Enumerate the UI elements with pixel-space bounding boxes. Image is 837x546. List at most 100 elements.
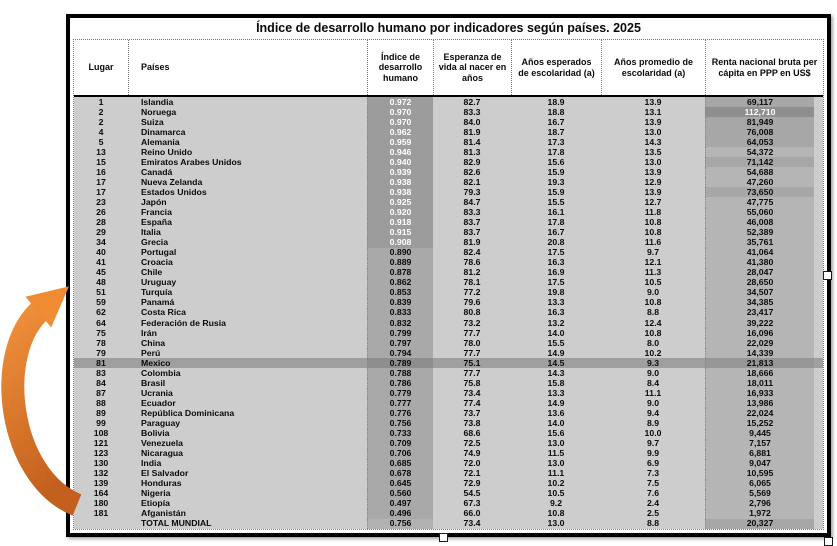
cell-mean-schooling: 11.8 — [644, 207, 662, 218]
col-header-life-expectancy: Esperanza de vida al nacer en años — [433, 40, 511, 95]
cell-country: España — [141, 217, 172, 228]
cell-hdi: 0.496 — [367, 508, 433, 519]
cell-life-expectancy: 82.4 — [463, 247, 481, 258]
cell-life-expectancy: 72.9 — [463, 478, 481, 489]
cell-hdi: 0.788 — [367, 368, 433, 379]
table-row: 79 Perú 0.794 77.7 14.9 10.2 14,339 — [74, 348, 823, 359]
cell-life-expectancy: 84.0 — [463, 117, 481, 127]
cell-mean-schooling: 7.5 — [646, 478, 660, 489]
cell-expected-schooling: 14.0 — [547, 328, 565, 338]
cell-life-expectancy: 81.9 — [463, 237, 481, 248]
cell-life-expectancy: 81.9 — [463, 127, 481, 137]
cell-rank: 16 — [96, 167, 106, 177]
table-row: 45 Chile 0.878 81.2 16.9 11.3 28,047 — [74, 267, 823, 278]
cell-gni: 28,047 — [705, 267, 814, 278]
cell-mean-schooling: 13.5 — [644, 147, 662, 157]
cell-hdi: 0.970 — [367, 107, 433, 118]
cell-rank: 99 — [96, 418, 106, 428]
cell-expected-schooling: 18.8 — [547, 107, 565, 117]
cell-expected-schooling: 17.5 — [547, 277, 565, 288]
table-row: 17 Nueva Zelanda 0.938 82.1 19.3 12.9 47,260 — [74, 177, 823, 188]
cell-country: Uruguay — [141, 277, 177, 288]
cell-expected-schooling: 17.8 — [547, 147, 565, 157]
cell-rank: 130 — [93, 458, 109, 469]
cell-country: Islandia — [141, 97, 174, 107]
cell-country: Italia — [141, 227, 161, 238]
cell-expected-schooling: 13.6 — [547, 408, 565, 418]
cell-life-expectancy: 73.7 — [463, 408, 481, 418]
cell-country: Nueva Zelanda — [141, 177, 203, 187]
cell-country: El Salvador — [141, 468, 189, 479]
table-row: 26 Francia 0.920 83.3 16.1 11.8 55,060 — [74, 207, 823, 218]
table-row-total: TOTAL MUNDIAL 0.756 73.4 13.0 8.8 20,327 — [74, 518, 823, 529]
cell-expected-schooling: 14.9 — [547, 398, 565, 408]
table-row: 123 Nicaragua 0.706 74.9 11.5 9.9 6,881 — [74, 448, 823, 459]
cell-hdi: 0.890 — [367, 247, 433, 258]
cell-life-expectancy: 73.4 — [463, 518, 481, 529]
cell-gni: 35,761 — [705, 237, 814, 248]
cell-rank: 121 — [93, 438, 109, 449]
cell-gni: 47,775 — [705, 197, 814, 208]
cell-country: Francia — [141, 207, 172, 218]
selection-handle-bottom-right[interactable] — [824, 537, 833, 546]
table-row: 41 Croacia 0.889 78.6 16.3 12.1 41,380 — [74, 257, 823, 268]
cell-rank: 139 — [93, 478, 109, 489]
cell-life-expectancy: 73.4 — [463, 388, 481, 398]
table-row: 59 Panamá 0.839 79.6 13.3 10.8 34,385 — [74, 297, 823, 308]
cell-mean-schooling: 10.8 — [644, 297, 662, 308]
cell-hdi: 0.908 — [367, 237, 433, 248]
table-row: 121 Venezuela 0.709 72.5 13.0 9.7 7,157 — [74, 438, 823, 449]
cell-rank: 41 — [96, 257, 106, 268]
cell-gni: 18,011 — [705, 378, 814, 389]
cell-life-expectancy: 77.4 — [463, 398, 481, 408]
cell-life-expectancy: 54.5 — [463, 488, 481, 499]
cell-expected-schooling: 15.5 — [547, 197, 565, 207]
cell-country: Chile — [141, 267, 163, 278]
cell-expected-schooling: 17.3 — [547, 137, 565, 147]
selection-handle-right[interactable] — [823, 271, 832, 280]
cell-mean-schooling: 12.1 — [644, 257, 662, 268]
cell-hdi: 0.756 — [367, 418, 433, 429]
cell-country: Estados Unidos — [141, 187, 207, 197]
cell-gni: 7,157 — [705, 438, 814, 449]
cell-rank: 1 — [98, 97, 104, 107]
cell-country: Nicaragua — [141, 448, 184, 459]
cell-gni: 22,029 — [705, 338, 814, 349]
cell-mean-schooling: 9.7 — [646, 247, 660, 258]
table-row: 28 España 0.918 83.7 17.8 10.8 46,008 — [74, 217, 823, 228]
cell-gni: 76,008 — [705, 127, 814, 138]
cell-expected-schooling: 14.0 — [547, 418, 565, 428]
cell-mean-schooling: 9.3 — [601, 358, 705, 369]
cell-mean-schooling: 9.0 — [646, 368, 660, 378]
cell-country: Perú — [141, 348, 161, 358]
cell-country: Federación de Rusia — [141, 318, 226, 328]
table-row: 88 Ecuador 0.777 77.4 14.9 9.0 13,986 — [74, 398, 823, 409]
cell-rank: 23 — [96, 197, 106, 207]
table-row: 51 Turquía 0.853 77.2 19.8 9.0 34,507 — [74, 287, 823, 298]
cell-country: Irán — [141, 328, 157, 338]
cell-gni: 21,813 — [705, 358, 814, 369]
cell-expected-schooling: 16.1 — [547, 207, 565, 218]
cell-gni: 46,008 — [705, 217, 814, 228]
cell-country: Brasil — [141, 378, 166, 388]
cell-hdi: 0.789 — [367, 358, 433, 369]
cell-life-expectancy: 68.6 — [463, 428, 481, 439]
cell-gni: 16,933 — [705, 388, 814, 399]
selection-handle-bottom[interactable] — [439, 533, 448, 542]
table-title: Índice de desarrollo humano por indicado… — [256, 21, 641, 35]
cell-gni: 6,881 — [705, 448, 814, 459]
cell-expected-schooling: 16.3 — [547, 257, 565, 268]
cell-mean-schooling: 8.8 — [646, 518, 660, 529]
cell-hdi: 0.970 — [367, 117, 433, 128]
cell-life-expectancy: 73.2 — [463, 318, 481, 328]
table-row: 5 Alemania 0.959 81.4 17.3 14.3 64,053 — [74, 137, 823, 148]
col-header-hdi: Índice de desarrollo humano — [367, 40, 433, 95]
cell-gni: 64,053 — [705, 137, 814, 148]
cell-rank: 17 — [96, 177, 106, 187]
cell-country: Portugal — [141, 247, 177, 258]
cell-hdi: 0.938 — [367, 177, 433, 188]
cell-mean-schooling: 11.3 — [644, 267, 662, 278]
cell-mean-schooling: 11.1 — [644, 388, 662, 398]
table-row: 75 Irán 0.799 77.7 14.0 10.8 16,096 — [74, 328, 823, 339]
cell-hdi: 0.962 — [367, 127, 433, 138]
